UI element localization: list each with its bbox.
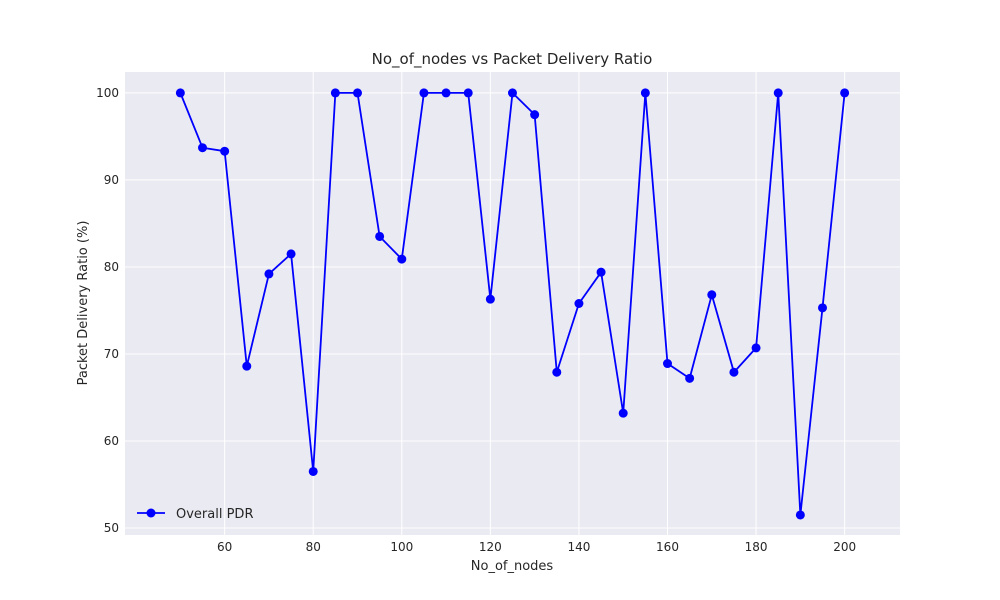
x-tick-label: 160 — [656, 540, 679, 554]
chart-title: No_of_nodes vs Packet Delivery Ratio — [372, 50, 653, 69]
y-tick-label: 100 — [96, 86, 119, 100]
x-axis-ticks: 60 80 100 120 140 160 180 200 — [217, 540, 856, 554]
x-tick-label: 80 — [306, 540, 321, 554]
series-layer — [175, 88, 850, 520]
data-point — [419, 88, 429, 98]
data-point — [773, 88, 783, 98]
x-tick-label: 60 — [217, 540, 232, 554]
plot-area — [125, 72, 900, 535]
x-tick-label: 180 — [745, 540, 768, 554]
y-axis-label: Packet Delivery Ratio (%) — [76, 221, 91, 386]
data-point — [707, 290, 717, 300]
data-point — [353, 88, 362, 98]
data-point — [795, 510, 805, 520]
x-tick-label: 200 — [833, 540, 856, 554]
data-point — [663, 359, 672, 369]
data-point — [530, 110, 540, 120]
data-point — [818, 303, 827, 313]
data-point — [286, 249, 296, 259]
data-point — [198, 143, 207, 153]
data-point — [640, 88, 650, 98]
data-point — [574, 299, 584, 308]
y-tick-label: 80 — [104, 260, 119, 274]
y-axis-ticks: 50 60 70 80 90 100 — [96, 86, 119, 535]
data-point — [485, 294, 495, 304]
data-point — [264, 269, 274, 279]
data-point — [685, 373, 695, 383]
data-point — [175, 88, 185, 98]
data-point — [840, 88, 850, 98]
data-point — [552, 367, 562, 377]
legend-marker-swatch — [146, 508, 156, 518]
data-point — [220, 146, 230, 156]
data-point — [618, 408, 628, 418]
y-tick-label: 90 — [104, 173, 119, 187]
data-point — [596, 267, 606, 277]
x-axis-label: No_of_nodes — [471, 559, 554, 574]
data-point — [242, 361, 252, 371]
y-tick-label: 70 — [104, 347, 119, 361]
legend: Overall PDR — [137, 507, 253, 522]
data-point — [308, 466, 318, 476]
x-tick-label: 100 — [390, 540, 413, 554]
data-point — [375, 231, 385, 241]
data-point — [330, 88, 340, 98]
data-point — [441, 88, 451, 98]
data-point — [463, 88, 473, 98]
data-point — [397, 254, 407, 264]
data-point — [729, 367, 739, 377]
y-tick-label: 50 — [104, 521, 119, 535]
x-tick-label: 140 — [567, 540, 590, 554]
y-tick-label: 60 — [104, 434, 119, 448]
x-tick-label: 120 — [479, 540, 502, 554]
legend-label: Overall PDR — [176, 507, 253, 522]
data-point — [508, 88, 517, 98]
data-point — [751, 343, 761, 353]
